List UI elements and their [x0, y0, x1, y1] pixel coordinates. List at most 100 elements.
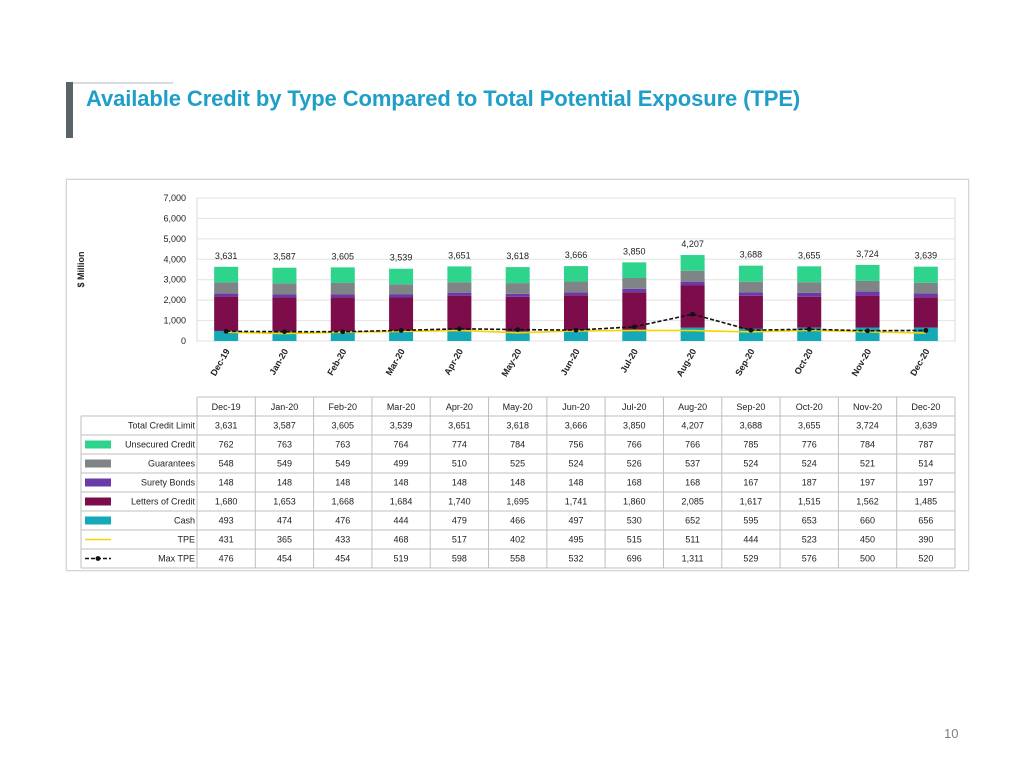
table-cell: 1,485: [915, 497, 938, 507]
table-header-cell: Apr-20: [446, 402, 473, 412]
max-tpe-point: [923, 327, 929, 333]
bar-segment-cash: [272, 331, 297, 341]
table-cell: 4,207: [681, 421, 704, 431]
bar-segment-guarantees: [505, 283, 530, 294]
x-tick-label: Mar-20: [384, 347, 407, 377]
bar-segment-surety-bonds: [330, 294, 355, 298]
total-labels: 3,631 3,587 3,605 3,539 3,651 3,618 3,666 3,850…: [215, 239, 937, 263]
x-tick-label: Dec-20: [908, 347, 931, 378]
bar-segment-guarantees: [913, 282, 938, 294]
total-credit-label: 3,539: [390, 253, 413, 263]
legend-swatch: [85, 497, 111, 506]
y-tick-label: 6,000: [163, 213, 186, 223]
x-tick-label: May-20: [500, 347, 524, 378]
max-tpe-point: [865, 328, 870, 334]
bar-segment-guarantees: [214, 282, 239, 294]
bar-segment-letters-of-credit: [855, 295, 880, 328]
y-tick-label: 7,000: [163, 193, 186, 203]
total-credit-label: 3,724: [856, 249, 879, 259]
table-cell: 514: [918, 459, 933, 469]
bar-segment-letters-of-credit: [622, 292, 647, 331]
bar-segment-surety-bonds: [447, 292, 472, 296]
x-tick-label: Oct-20: [792, 347, 815, 376]
max-tpe-point: [398, 327, 404, 333]
bar-segment-guarantees: [272, 283, 297, 295]
slide-title: Available Credit by Type Compared to Tot…: [86, 86, 801, 111]
table-cell: 762: [219, 440, 234, 450]
table-row-label: Total Credit Limit: [128, 421, 196, 431]
legend-swatch: [95, 556, 101, 561]
table-cell: 1,311: [682, 554, 704, 564]
table-cell: 524: [568, 459, 583, 469]
total-credit-label: 3,651: [448, 250, 471, 260]
x-tick-label: Jun-20: [559, 347, 582, 377]
table-cell: 148: [568, 478, 583, 488]
bar-segment-unsecured-credit: [855, 264, 880, 281]
total-credit-label: 3,850: [623, 246, 646, 256]
bar-segment-cash: [622, 330, 647, 341]
bar-segment-guarantees: [622, 277, 647, 289]
table-cell: 2,085: [681, 497, 704, 507]
table-row-label: Unsecured Credit: [125, 440, 196, 450]
total-credit-label: 3,631: [215, 251, 238, 261]
bar-segment-letters-of-credit: [738, 295, 763, 329]
table-cell: 3,631: [215, 421, 238, 431]
x-tick-label: Apr-20: [442, 347, 465, 377]
y-tick-label: 1,000: [163, 316, 186, 326]
table-cell: 454: [335, 554, 350, 564]
max-tpe-point: [631, 324, 637, 330]
max-tpe-point: [282, 329, 287, 335]
bar-segment-unsecured-credit: [797, 266, 822, 283]
table-cell: 784: [860, 440, 875, 450]
bar-segment-letters-of-credit: [389, 297, 414, 332]
table-cell: 444: [743, 535, 758, 545]
bar-segment-cash: [564, 330, 588, 341]
total-credit-label: 3,655: [798, 250, 821, 260]
table-cell: 390: [918, 535, 933, 545]
bar-segment-letters-of-credit: [272, 297, 297, 332]
bar-segment-guarantees: [797, 282, 822, 293]
table-cell: 510: [452, 459, 467, 469]
total-credit-label: 3,666: [565, 250, 588, 260]
bar-segment-unsecured-credit: [447, 266, 472, 283]
table-cell: 3,618: [506, 421, 529, 431]
y-tick-label: 3,000: [163, 275, 186, 285]
table-cell: 656: [918, 516, 933, 526]
table-cell: 524: [802, 459, 817, 469]
table-cell: 1,740: [448, 497, 471, 507]
y-axis-label: $ Million: [76, 252, 86, 288]
x-tick-label: Aug-20: [674, 347, 698, 378]
table-cell: 526: [627, 459, 642, 469]
x-axis: Dec-19 Jan-20 Feb-20 Mar-20 Apr-20 May-20 Jun-…: [208, 347, 931, 378]
x-tick-label: Jan-20: [267, 347, 290, 377]
bar-segment-cash: [505, 331, 530, 341]
bar-segment-letters-of-credit: [680, 285, 705, 328]
table-cell: 493: [219, 516, 234, 526]
max-tpe-point: [223, 328, 229, 334]
table-cell: 1,695: [506, 497, 529, 507]
table-cell: 495: [568, 535, 583, 545]
bar-segment-surety-bonds: [913, 293, 938, 298]
legend-swatch: [85, 516, 111, 525]
table-header-cell: Feb-20: [329, 402, 358, 412]
bar-segment-unsecured-credit: [564, 266, 588, 282]
x-tick-label: Nov-20: [850, 347, 874, 378]
bar-segment-surety-bonds: [214, 293, 239, 297]
bar-segment-guarantees: [855, 280, 880, 292]
max-tpe-point: [690, 311, 696, 317]
bar-segment-unsecured-credit: [622, 262, 647, 278]
bar-segment-unsecured-credit: [272, 267, 297, 284]
table-cell: 444: [394, 516, 409, 526]
table-cell: 476: [335, 516, 350, 526]
table-cell: 558: [510, 554, 525, 564]
table-header-cell: Oct-20: [796, 402, 823, 412]
total-credit-label: 3,639: [915, 251, 938, 261]
table-cell: 167: [743, 478, 758, 488]
table-cell: 454: [277, 554, 292, 564]
bar-segment-cash: [330, 331, 355, 341]
table-cell: 595: [743, 516, 758, 526]
table-cell: 468: [394, 535, 409, 545]
table-cell: 197: [860, 478, 875, 488]
table-cell: 148: [277, 478, 292, 488]
table-row-label: Surety Bonds: [141, 478, 196, 488]
